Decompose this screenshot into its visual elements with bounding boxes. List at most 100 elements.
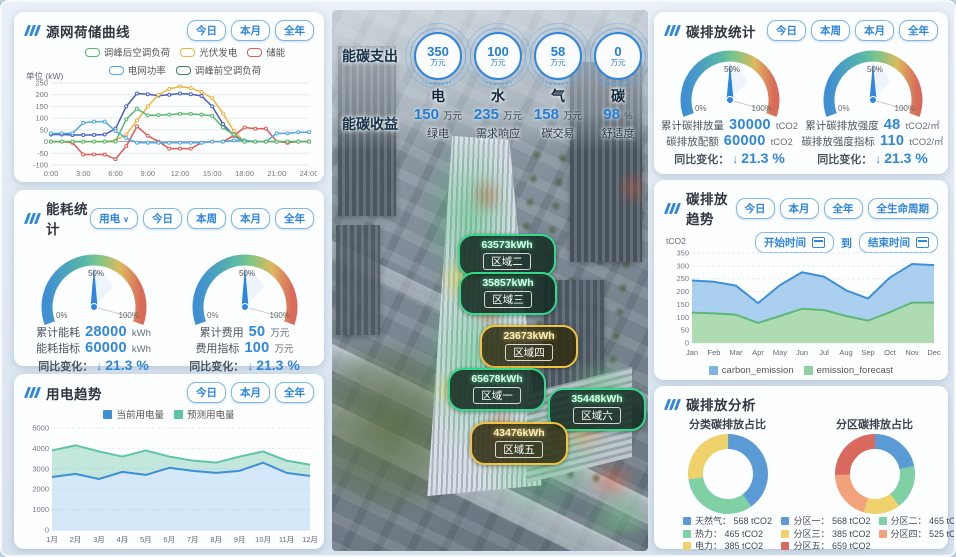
time-filter-group: 今日 本月 全年 — [187, 382, 314, 403]
time-filter-button[interactable]: 全年 — [275, 382, 314, 403]
svg-text:50%: 50% — [723, 65, 739, 74]
legend-marker-icon — [103, 409, 113, 419]
time-filter-button[interactable]: 全年 — [275, 20, 314, 41]
down-arrow-icon: ↓ — [875, 152, 882, 166]
legend-item[interactable]: emission_forecast — [803, 365, 893, 376]
time-filter-button[interactable]: 全生命周期 — [867, 197, 938, 219]
svg-text:3:00: 3:00 — [76, 169, 91, 178]
svg-text:15:00: 15:00 — [203, 169, 222, 178]
svg-text:0%: 0% — [56, 311, 68, 320]
svg-text:May: May — [773, 348, 787, 357]
legend-item[interactable]: carbon_emission — [708, 365, 794, 376]
svg-text:Jul: Jul — [819, 348, 829, 357]
legend-marker-icon — [781, 529, 790, 538]
donut-chart — [834, 434, 915, 514]
time-filter-button[interactable]: 今日 — [143, 207, 182, 229]
energy-type-dropdown[interactable]: 用电 ∨ — [90, 207, 138, 229]
building-heatmap-view: 能碳支出 350 万元 100 万元 58 万元 0 万元 电 水 气 碳 能碳收益 150 万元绿… — [332, 10, 648, 551]
legend-item[interactable]: 光伏发电 — [180, 45, 237, 59]
panel-carbon-stats: 碳排放统计 今日 本周 本月 全年 0% 50% 100% 累计碳排放量 30000 tCO2… — [654, 12, 948, 174]
panel-title-icon — [663, 25, 682, 36]
time-filter-button[interactable]: 今日 — [735, 197, 775, 219]
expense-circle: 100 万元 — [465, 23, 531, 89]
legend-item[interactable]: 电力： 385 tCO2 — [682, 540, 772, 553]
expense-circle: 350 万元 — [405, 23, 471, 89]
line-chart: 250 200 150 100 50 0 -50 -1000:00 3:00 6:00 9:00 12… — [33, 79, 317, 179]
time-filter-button[interactable]: 本月 — [855, 20, 894, 41]
svg-text:6月: 6月 — [163, 535, 175, 544]
panel-title: 碳排放趋势 — [686, 192, 728, 227]
zone-label[interactable]: 35857kWh 区域三 — [459, 272, 557, 315]
svg-text:5月: 5月 — [140, 535, 152, 544]
start-time-field[interactable]: 开始时间 — [755, 232, 834, 253]
revenue-item: 98 % 舒适度 — [601, 106, 635, 140]
revenue-item: 150 万元 绿电 — [413, 106, 463, 140]
time-filter-button[interactable]: 全年 — [275, 207, 314, 229]
panel-title: 用电趋势 — [46, 386, 102, 402]
time-filter-button[interactable]: 今日 — [187, 20, 226, 41]
legend-item[interactable]: 储能 — [247, 45, 285, 59]
svg-text:100%: 100% — [118, 311, 138, 320]
gauge-cost: 0% 50% 100% 累计费用 50 万元 费用指标 100 万元 同比变化： ↓ 21.3 … — [169, 243, 320, 374]
svg-text:12:00: 12:00 — [171, 169, 190, 178]
time-filter-button[interactable]: 本月 — [231, 20, 270, 41]
medium-name: 电 — [431, 88, 445, 104]
legend-item[interactable]: 分区五： 659 tCO2 — [781, 540, 871, 553]
axis-unit-label: tCO2 — [666, 236, 686, 246]
svg-text:9:00: 9:00 — [140, 169, 155, 178]
time-filter-button[interactable]: 全年 — [899, 20, 938, 41]
panel-electricity-trend: 用电趋势 今日 本月 全年 当前用电量 预测用电量 0 1000 2000 3000 4000… — [14, 374, 324, 549]
revenue-item: 158 万元 碳交易 — [533, 106, 583, 140]
legend-item[interactable]: 天然气： 568 tCO2 — [682, 515, 772, 528]
legend-item[interactable]: 热力： 465 tCO2 — [682, 528, 772, 541]
time-filter-button[interactable]: 本周 — [811, 20, 850, 41]
svg-text:Feb: Feb — [708, 348, 721, 357]
legend-marker-icon — [708, 366, 718, 375]
zone-label[interactable]: 35448kWh 区域六 — [548, 388, 646, 431]
svg-text:Mar: Mar — [730, 348, 743, 357]
svg-text:1月: 1月 — [46, 535, 58, 544]
time-filter-button[interactable]: 本月 — [779, 197, 819, 219]
svg-text:Apr: Apr — [752, 348, 764, 357]
svg-text:0: 0 — [44, 137, 48, 146]
time-filter-button[interactable]: 全年 — [823, 197, 863, 219]
legend-item[interactable]: 调峰前空调负荷 — [175, 63, 261, 77]
svg-text:Sep: Sep — [861, 348, 874, 357]
legend-item[interactable]: 分区二： 465 tCO2 — [878, 515, 954, 528]
legend-item[interactable]: 分区四： 525 tCO2 — [878, 528, 954, 541]
legend-item[interactable]: 分区一： 568 tCO2 — [781, 515, 871, 528]
legend-item[interactable]: 电网功率 — [108, 63, 166, 77]
svg-text:3月: 3月 — [93, 535, 105, 544]
zone-label[interactable]: 23673kWh 区域四 — [480, 325, 578, 368]
svg-text:0:00: 0:00 — [44, 169, 59, 178]
gauge-chart: 0% 50% 100% — [192, 254, 297, 325]
zone-label[interactable]: 43476kWh 区域五 — [470, 422, 568, 465]
svg-text:10月: 10月 — [255, 535, 271, 544]
time-filter-button[interactable]: 今日 — [767, 20, 806, 41]
svg-text:300: 300 — [676, 261, 689, 270]
panel-energy-stats: 能耗统计 用电 ∨ 今日 本周 本月 全年 0% 50% 100% 累计能耗 28000 kWh… — [14, 190, 324, 373]
time-filter-button[interactable]: 今日 — [187, 382, 226, 403]
time-filter-button[interactable]: 本月 — [231, 382, 270, 403]
down-arrow-icon: ↓ — [247, 359, 254, 373]
time-filter-group: 今日 本周 本月 全年 — [143, 207, 314, 229]
legend-item[interactable]: 分区三： 385 tCO2 — [781, 528, 871, 541]
medium-name: 水 — [491, 88, 505, 104]
time-filter-button[interactable]: 本周 — [187, 207, 226, 229]
legend-item[interactable]: 调峰后空调负荷 — [84, 45, 170, 59]
svg-text:11月: 11月 — [279, 535, 294, 544]
medium-name: 气 — [551, 88, 565, 104]
time-filter-button[interactable]: 本月 — [231, 207, 270, 229]
legend-item[interactable]: 当前用电量 — [103, 407, 164, 421]
svg-text:8月: 8月 — [210, 535, 222, 544]
zone-label[interactable]: 63573kWh 区域二 — [458, 234, 556, 277]
svg-text:50%: 50% — [866, 65, 882, 74]
calendar-icon — [812, 237, 825, 248]
svg-text:200: 200 — [676, 287, 689, 296]
zone-label[interactable]: 65678kWh 区域一 — [448, 368, 546, 411]
legend-item[interactable]: 预测用电量 — [174, 407, 235, 421]
expense-item: 100 万元 — [465, 23, 531, 89]
svg-text:150: 150 — [35, 102, 48, 111]
gauge-chart: 0% 50% 100% — [680, 50, 779, 117]
